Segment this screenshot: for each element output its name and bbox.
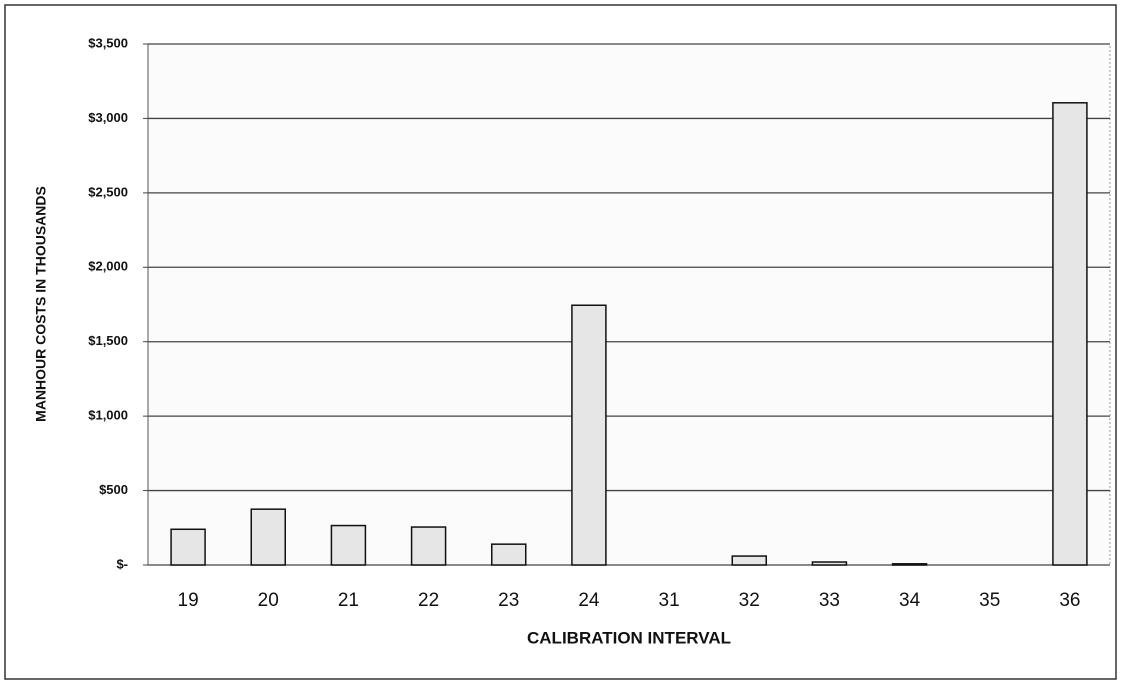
y-axis-title: MANHOUR COSTS IN THOUSANDS [33, 186, 49, 422]
x-tick-label: 20 [258, 590, 279, 611]
x-tick-label: 35 [979, 590, 1000, 611]
y-tick-label: $1,000 [88, 408, 128, 423]
y-tick-label: $3,000 [88, 110, 128, 125]
bar [1052, 102, 1088, 566]
x-tick-label: 36 [1059, 590, 1080, 611]
bar [410, 526, 447, 566]
x-tick-label: 24 [578, 590, 600, 611]
x-tick-label: 32 [739, 590, 760, 611]
bar [571, 304, 607, 566]
bar [170, 528, 206, 566]
bar [811, 561, 848, 566]
y-tick-label: $2,500 [88, 184, 128, 199]
x-tick-label: 23 [498, 590, 519, 611]
y-tick-label: $3,500 [88, 35, 128, 50]
bar [731, 555, 767, 566]
plot-area [147, 43, 1111, 566]
bar [330, 524, 367, 566]
bar [491, 543, 527, 566]
y-tick-label: $- [116, 556, 128, 571]
x-tick-label: 19 [178, 590, 199, 611]
y-tick-label: $2,000 [88, 259, 128, 274]
bar [891, 563, 928, 566]
y-tick-label: $500 [99, 482, 128, 497]
x-tick-label: 22 [418, 590, 439, 611]
x-tick-label: 31 [659, 590, 680, 611]
y-tick-label: $1,500 [88, 333, 128, 348]
chart-border [4, 4, 1117, 680]
bar [250, 508, 286, 566]
x-tick-label: 34 [899, 590, 921, 611]
x-axis-title: CALIBRATION INTERVAL [527, 628, 731, 647]
x-tick-label: 33 [819, 590, 840, 611]
x-tick-label: 21 [338, 590, 359, 611]
